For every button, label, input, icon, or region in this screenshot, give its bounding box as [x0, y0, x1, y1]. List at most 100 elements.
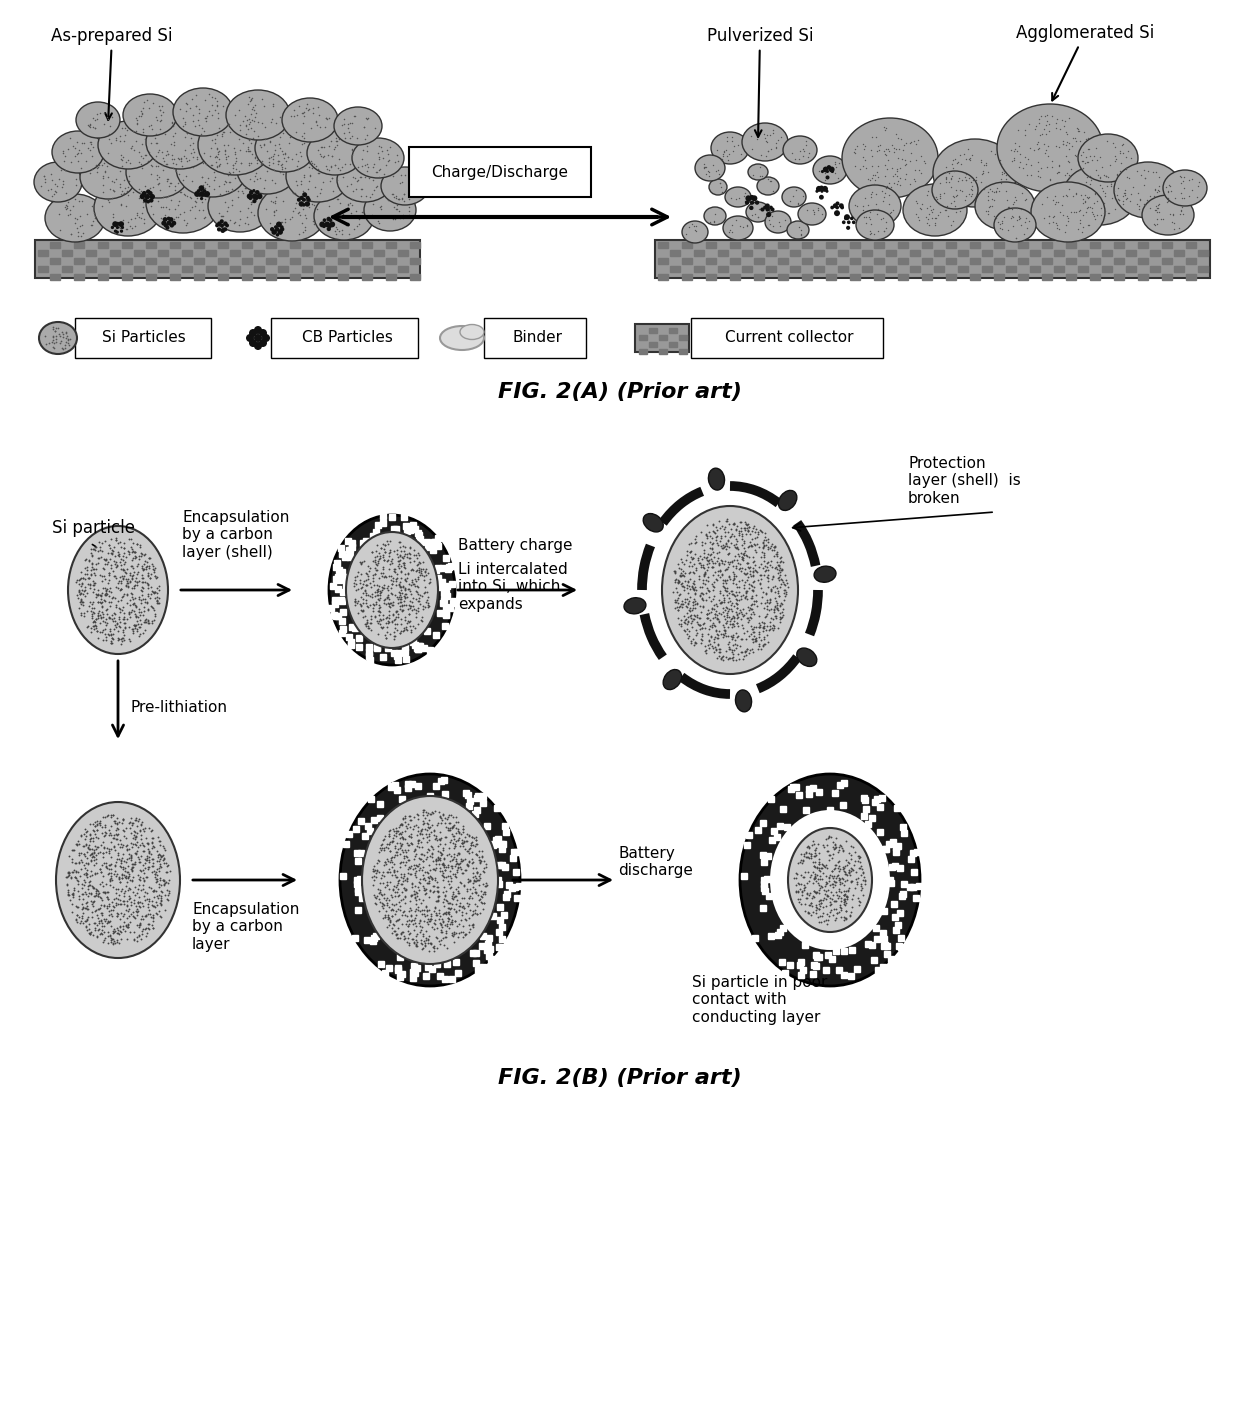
Point	[463, 881, 482, 904]
Point	[955, 189, 975, 211]
Point	[703, 587, 723, 610]
Point	[471, 884, 491, 907]
Point	[735, 511, 755, 534]
Point	[259, 146, 279, 169]
Point	[113, 180, 133, 203]
Point	[89, 918, 109, 941]
Point	[1090, 145, 1110, 168]
Point	[165, 148, 185, 170]
Point	[1063, 127, 1083, 149]
Point	[745, 527, 765, 549]
Point	[681, 607, 701, 629]
Point	[730, 553, 750, 576]
Point	[811, 911, 831, 934]
Point	[1059, 132, 1079, 155]
Point	[361, 618, 381, 641]
Point	[104, 607, 124, 629]
Point	[707, 639, 727, 662]
Point	[792, 884, 812, 907]
Point	[103, 804, 123, 826]
Point	[789, 852, 808, 874]
Point	[892, 148, 911, 170]
Point	[448, 828, 467, 850]
Point	[441, 887, 461, 910]
Bar	[335, 574, 341, 580]
Point	[409, 829, 429, 852]
Point	[114, 536, 134, 559]
Point	[448, 888, 467, 911]
Bar	[432, 539, 438, 545]
Point	[348, 169, 368, 191]
Bar	[405, 781, 410, 787]
Point	[372, 884, 392, 907]
Point	[107, 555, 126, 577]
Bar	[122, 258, 131, 265]
Point	[407, 880, 427, 903]
Ellipse shape	[440, 327, 484, 351]
Point	[1043, 211, 1063, 234]
Point	[330, 191, 350, 214]
Point	[715, 639, 735, 662]
Point	[711, 525, 730, 548]
Point	[67, 570, 87, 593]
Point	[392, 912, 412, 935]
Point	[99, 562, 119, 584]
Point	[117, 584, 136, 607]
Point	[378, 862, 398, 884]
Point	[869, 139, 889, 162]
Point	[389, 869, 409, 891]
Point	[861, 186, 880, 208]
Point	[356, 562, 376, 584]
Bar	[335, 586, 341, 593]
Point	[392, 189, 412, 211]
Ellipse shape	[821, 190, 823, 193]
Point	[866, 193, 885, 215]
Point	[170, 190, 190, 213]
Bar	[433, 566, 439, 573]
Point	[330, 148, 350, 170]
Point	[404, 853, 424, 876]
Point	[326, 130, 346, 152]
Point	[461, 841, 481, 863]
Point	[119, 615, 139, 638]
Point	[402, 855, 422, 877]
Point	[418, 594, 438, 617]
Point	[802, 834, 822, 856]
Point	[112, 901, 131, 924]
Point	[408, 804, 428, 826]
Point	[126, 596, 146, 618]
Point	[255, 169, 275, 191]
Point	[114, 559, 134, 582]
Point	[1159, 173, 1179, 196]
Point	[868, 220, 888, 242]
Point	[43, 337, 63, 359]
Point	[460, 838, 480, 860]
Point	[218, 196, 238, 218]
Point	[394, 879, 414, 901]
Point	[393, 620, 413, 642]
Point	[60, 203, 79, 225]
Point	[405, 574, 425, 597]
Point	[151, 104, 171, 127]
Point	[84, 845, 104, 867]
Point	[414, 565, 434, 587]
Point	[401, 922, 420, 945]
Point	[874, 165, 894, 187]
Point	[1118, 139, 1138, 162]
Point	[471, 846, 491, 869]
Ellipse shape	[756, 177, 779, 194]
Point	[384, 853, 404, 876]
Point	[298, 177, 317, 200]
Point	[389, 545, 409, 567]
Point	[717, 127, 737, 149]
Point	[754, 535, 774, 558]
Point	[384, 821, 404, 843]
Point	[1146, 161, 1166, 183]
Point	[93, 556, 113, 579]
Point	[151, 207, 171, 230]
Point	[837, 891, 857, 914]
Bar	[314, 258, 324, 265]
Point	[854, 187, 874, 210]
Point	[126, 831, 146, 853]
Point	[732, 603, 751, 625]
